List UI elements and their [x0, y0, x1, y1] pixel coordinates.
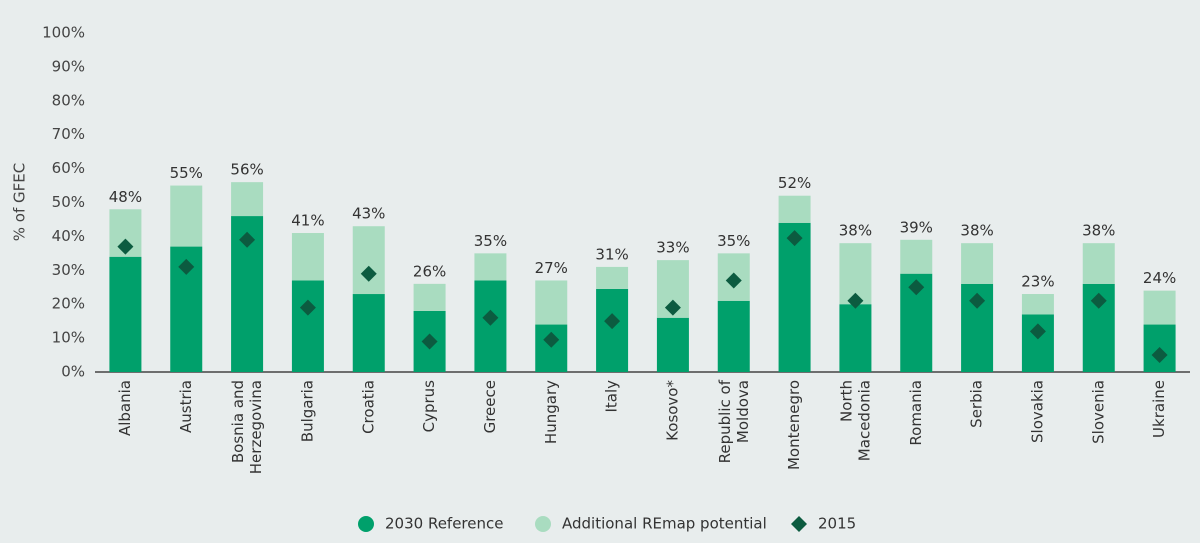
- x-tick-label: Ukraine: [1150, 380, 1168, 438]
- total-label: 56%: [230, 161, 263, 179]
- x-tick-label: Romania: [907, 380, 925, 446]
- bar-segment: [109, 256, 142, 372]
- bar-segment: [231, 182, 264, 217]
- total-label: 23%: [1021, 273, 1054, 291]
- total-label: 38%: [1082, 222, 1115, 240]
- total-label: 38%: [960, 222, 993, 240]
- legend-label: Additional REmap potential: [562, 515, 767, 533]
- marker-2015: [299, 299, 316, 316]
- x-tick-label: Montenegro: [785, 380, 803, 470]
- x-tick-label: Greece: [481, 380, 499, 433]
- bar-segment: [778, 195, 811, 223]
- bar-segment: [839, 304, 872, 372]
- marker-2015: [725, 272, 742, 289]
- legend-marker: [358, 516, 374, 532]
- marker-2015: [178, 258, 195, 275]
- x-tick-label: Kosovo*: [663, 380, 681, 441]
- bar-segment: [352, 226, 385, 295]
- bar-segment: [474, 280, 507, 372]
- bar-segment: [596, 266, 629, 289]
- x-tick-label: Serbia: [968, 380, 986, 428]
- marker-2015: [664, 299, 681, 316]
- bar-segment: [961, 243, 994, 284]
- legend-marker: [791, 516, 807, 532]
- total-label: 26%: [413, 262, 446, 280]
- bar-segment: [535, 280, 568, 325]
- bar-segment: [170, 185, 203, 247]
- marker-2015: [1090, 292, 1107, 309]
- marker-2015: [969, 292, 986, 309]
- bar-segment: [535, 324, 568, 372]
- x-tick-label: Bosnia andHerzegovina: [229, 380, 265, 474]
- total-label: 27%: [535, 259, 568, 277]
- bar-segment: [352, 294, 385, 372]
- total-label: 31%: [595, 245, 628, 263]
- x-tick-label: Austria: [177, 380, 195, 433]
- y-tick-label: 90%: [52, 57, 85, 75]
- bar-segment: [291, 280, 324, 372]
- x-tick-label: Croatia: [359, 380, 377, 434]
- bar-segment: [900, 239, 933, 274]
- bar-segment: [1021, 314, 1054, 372]
- total-label: 41%: [291, 212, 324, 230]
- y-tick-label: 0%: [61, 363, 85, 381]
- marker-2015: [421, 333, 438, 350]
- x-tick-label: Italy: [603, 380, 621, 413]
- bar-segment: [1021, 294, 1054, 315]
- marker-2015: [1029, 323, 1046, 340]
- bar-segment: [413, 283, 446, 311]
- total-label: 39%: [900, 218, 933, 236]
- total-label: 38%: [839, 222, 872, 240]
- marker-2015: [239, 231, 256, 248]
- x-tick-label: NorthMacedonia: [837, 380, 873, 461]
- x-tick-label: Albania: [116, 380, 134, 436]
- bar-segment: [291, 233, 324, 281]
- legend-label: 2030 Reference: [385, 515, 503, 533]
- x-tick-label: Bulgaria: [298, 380, 316, 442]
- legend-marker: [535, 516, 551, 532]
- y-tick-label: 10%: [52, 329, 85, 347]
- y-tick-label: 80%: [52, 91, 85, 109]
- bar-segment: [1143, 290, 1176, 325]
- total-label: 35%: [474, 232, 507, 250]
- y-axis-label: % of GFEC: [11, 163, 29, 241]
- total-label: 35%: [717, 232, 750, 250]
- bar-segment: [474, 253, 507, 281]
- marker-2015: [604, 313, 621, 330]
- x-tick-label: Slovakia: [1028, 380, 1046, 443]
- legend-label: 2015: [818, 515, 856, 533]
- total-label: 52%: [778, 174, 811, 192]
- total-label: 55%: [170, 164, 203, 182]
- y-tick-label: 50%: [52, 193, 85, 211]
- x-tick-label: Republic ofMoldova: [715, 379, 751, 463]
- bar-segment: [717, 300, 750, 372]
- total-label: 24%: [1143, 269, 1176, 287]
- y-tick-label: 100%: [42, 24, 85, 42]
- total-label: 48%: [109, 188, 142, 206]
- y-tick-label: 60%: [52, 159, 85, 177]
- marker-2015: [908, 279, 925, 296]
- x-tick-label: Slovenia: [1089, 380, 1107, 444]
- marker-2015: [1151, 347, 1168, 364]
- marker-2015: [360, 265, 377, 282]
- y-tick-label: 70%: [52, 125, 85, 143]
- bar-segment: [596, 288, 629, 372]
- bar-segment: [778, 222, 811, 372]
- y-tick-label: 40%: [52, 227, 85, 245]
- marker-2015: [786, 230, 803, 247]
- marker-2015: [117, 238, 134, 255]
- marker-2015: [543, 331, 560, 348]
- y-tick-label: 20%: [52, 295, 85, 313]
- total-label: 33%: [656, 239, 689, 257]
- bar-segment: [656, 317, 689, 372]
- bar-segment: [1082, 243, 1115, 284]
- total-label: 43%: [352, 205, 385, 223]
- marker-2015: [847, 292, 864, 309]
- x-tick-label: Cyprus: [420, 380, 438, 433]
- y-tick-label: 30%: [52, 261, 85, 279]
- x-tick-label: Hungary: [542, 380, 560, 444]
- marker-2015: [482, 309, 499, 326]
